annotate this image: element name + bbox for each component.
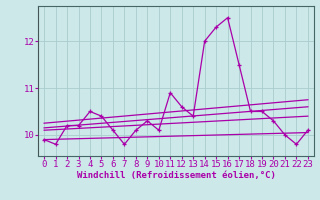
X-axis label: Windchill (Refroidissement éolien,°C): Windchill (Refroidissement éolien,°C)	[76, 171, 276, 180]
